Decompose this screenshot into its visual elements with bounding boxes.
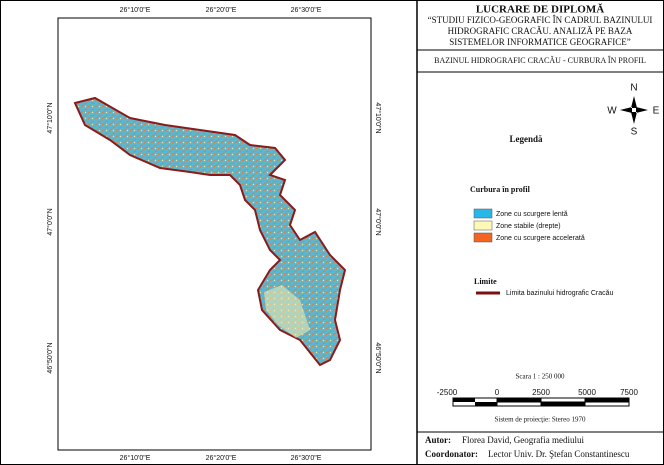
north-arrow: N E S W	[607, 83, 659, 138]
north: N	[630, 83, 637, 94]
scale-label: 7500	[620, 388, 638, 397]
scale-label: 5000	[578, 388, 596, 397]
legend-item: Limita bazinului hidrografic Cracău	[506, 290, 613, 297]
scale-label: 2500	[532, 388, 550, 397]
title: LUCRARE DE DIPLOMĂ	[476, 4, 604, 16]
coordinator-label: Coordonator:	[425, 449, 478, 459]
scale-segment	[540, 401, 586, 407]
legend-item: Zone cu scurgere accelerată	[496, 235, 585, 242]
east: E	[653, 106, 660, 117]
coordinator: Lector Univ. Dr. Ştefan Constantinescu	[488, 449, 630, 459]
swatch	[473, 208, 493, 219]
scale-label: -2500	[437, 388, 458, 397]
projection: Sistem de proiecţie: Stereo 1970	[495, 416, 586, 424]
scale-segment	[453, 398, 475, 402]
legend-section: Curbura în profil	[470, 185, 531, 194]
scale-text: Scara 1 : 250 000	[516, 373, 565, 381]
latitude-label: 47°10'0"N	[46, 102, 54, 133]
scale-segment	[496, 401, 542, 407]
stable-zone	[264, 285, 310, 338]
scale-segment	[496, 397, 542, 403]
latitude-label: 47°0'0"N	[46, 208, 54, 235]
map-frame	[57, 17, 372, 451]
longitude-label: 26°20'0"E	[206, 454, 237, 462]
scale-segment	[584, 401, 630, 407]
map-title: BAZINUL HIDROGRAFIC CRACĂU - CURBURA ÎN …	[434, 55, 646, 65]
longitude-label: 26°20'0"E	[206, 6, 237, 14]
latitude-label: 47°10'0"N	[374, 102, 382, 133]
longitude-label: 26°30'0"E	[291, 6, 322, 14]
scale-label: 0	[495, 388, 500, 397]
legend-item: Zone cu scurgere lentă	[496, 211, 568, 218]
scale-segment	[475, 402, 497, 406]
latitude-label: 46°50'0"N	[374, 342, 382, 373]
subtitle: SISTEMELOR INFORMATICE GEOGRAFICE”	[449, 37, 631, 47]
subtitle: “STUDIU FIZICO-GEOGRAFIC ÎN CADRUL BAZIN…	[428, 15, 653, 25]
south: S	[631, 127, 638, 138]
arrow	[620, 96, 648, 124]
subtitle: HIDROGRAFIC CRACĂU. ANALIZĂ PE BAZA	[448, 26, 633, 36]
author-label: Autor:	[425, 435, 451, 445]
legend-title: Legendă	[509, 134, 543, 144]
longitude-label: 26°10'0"E	[120, 6, 151, 14]
longitude-label: 26°10'0"E	[120, 454, 151, 462]
west: W	[607, 106, 617, 117]
author: Florea David, Geografia mediului	[462, 435, 584, 445]
swatch	[473, 232, 493, 243]
swatch	[473, 220, 493, 231]
legend-section: Limite	[474, 277, 497, 286]
scale-segment	[584, 397, 630, 403]
legend-item: Zone stabile (drepte)	[496, 223, 561, 230]
latitude-label: 46°50'0"N	[46, 342, 54, 373]
scale-segment	[540, 397, 586, 403]
longitude-label: 26°30'0"E	[291, 454, 322, 462]
scale-bar	[452, 397, 630, 407]
latitude-label: 47°0'0"N	[374, 208, 382, 235]
